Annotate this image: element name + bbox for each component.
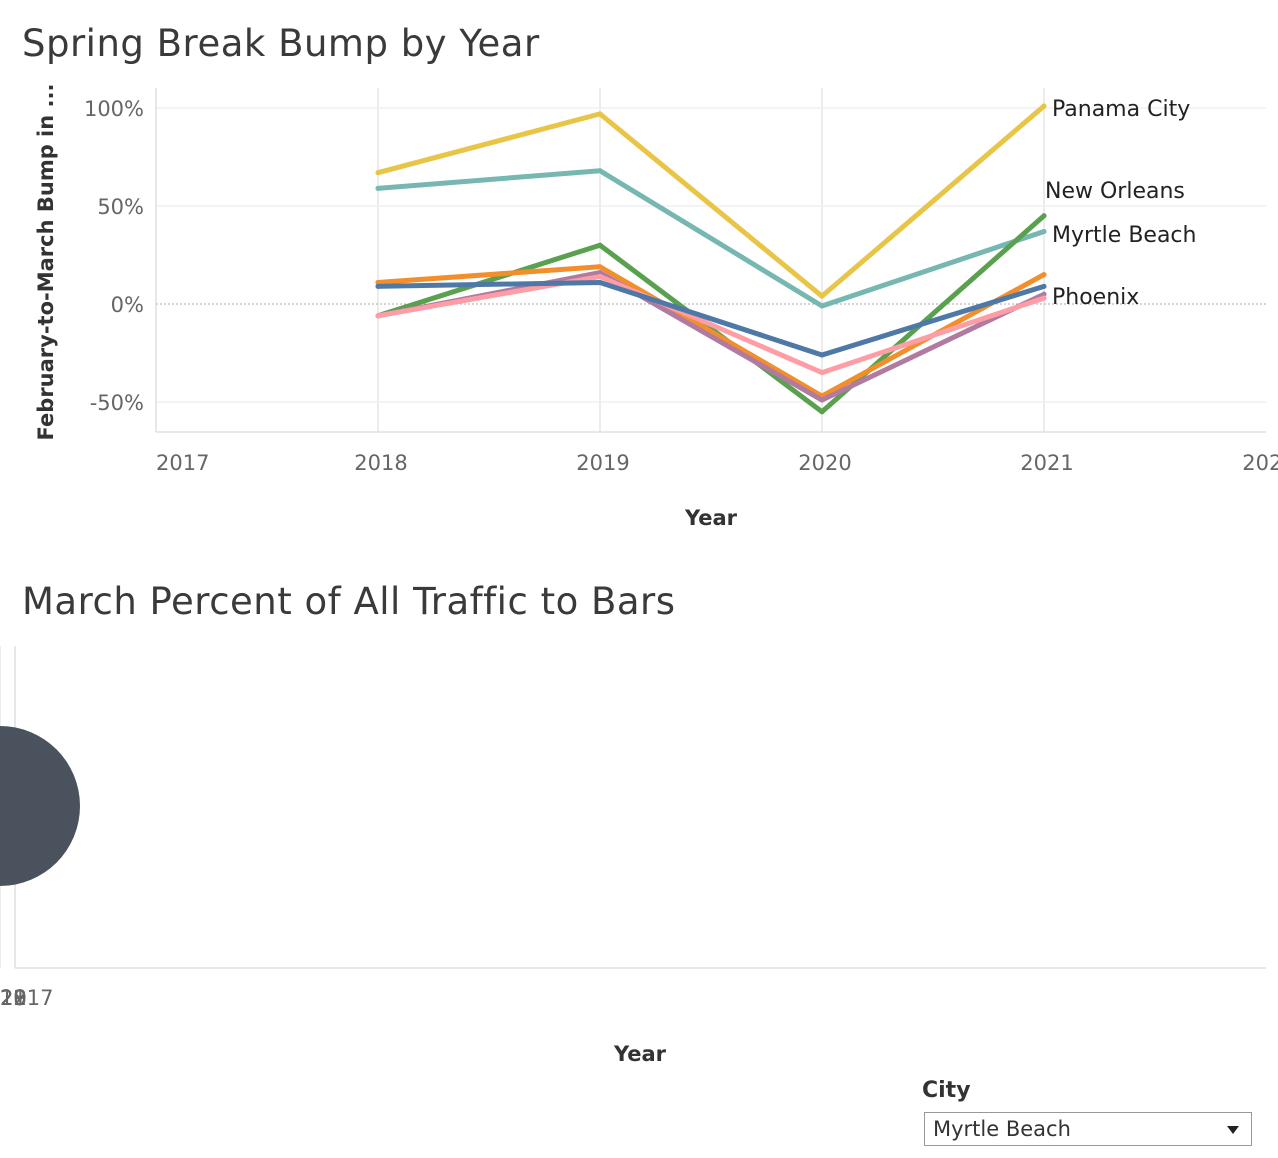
line-series	[375, 213, 1047, 415]
line-point	[1041, 295, 1047, 301]
line-series	[375, 274, 1047, 376]
line-point	[819, 352, 825, 358]
line-end-label: Phoenix	[1052, 285, 1139, 310]
line-point	[819, 409, 825, 415]
line-point	[1041, 228, 1047, 234]
line-point	[597, 274, 603, 280]
line-point	[1041, 103, 1047, 109]
line-point	[375, 313, 381, 319]
line-point	[819, 303, 825, 309]
line-point	[819, 370, 825, 376]
line-point	[375, 283, 381, 289]
line-x-tick-label: 2020	[798, 451, 851, 475]
pie-x-tick-label: 2018	[0, 986, 27, 1010]
line-point	[597, 242, 603, 248]
line-point	[1041, 283, 1047, 289]
line-series	[375, 103, 1047, 299]
line-series	[375, 270, 1047, 403]
line-y-tick-label: 100%	[84, 97, 144, 121]
line-x-tick-label: 2019	[576, 451, 629, 475]
line-x-tick-label: 2021	[1020, 451, 1073, 475]
line-x-tick-label: 2017	[156, 451, 209, 475]
city-filter-dropdown[interactable]: Myrtle Beach	[924, 1112, 1252, 1146]
line-point	[597, 264, 603, 270]
line-point	[375, 185, 381, 191]
line-series	[375, 168, 1047, 309]
pie-x-tick-label: 2017	[0, 986, 53, 1010]
line-point	[597, 111, 603, 117]
line-y-tick-label: 0%	[111, 293, 144, 317]
line-point	[1041, 291, 1047, 297]
line-end-label: Myrtle Beach	[1052, 223, 1196, 248]
chevron-down-icon	[1227, 1126, 1239, 1134]
line-point	[375, 279, 381, 285]
line-point	[1041, 272, 1047, 278]
line-chart-title: Spring Break Bump by Year	[22, 22, 540, 65]
line-series	[375, 279, 1047, 358]
pie-x-axis-title: Year	[613, 1042, 667, 1066]
city-filter-label: City	[922, 1078, 971, 1103]
line-y-tick-label: 50%	[97, 195, 144, 219]
pie-chart-title: March Percent of All Traffic to Bars	[22, 580, 676, 623]
pie-x-tick-label: 2020	[0, 986, 27, 1010]
pie-slice-other	[0, 741, 65, 871]
city-filter-value: Myrtle Beach	[933, 1117, 1071, 1141]
line-y-axis-title: February-to-March Bump in ...	[34, 84, 58, 441]
pie-x-tick-label: 2022	[0, 986, 27, 1010]
line-point	[819, 293, 825, 299]
line-x-axis-title: Year	[684, 506, 738, 530]
line-point	[597, 279, 603, 285]
line-point	[375, 170, 381, 176]
line-end-label: New Orleans	[1045, 179, 1185, 204]
line-point	[597, 270, 603, 276]
line-y-tick-label: -50%	[90, 391, 144, 415]
line-x-tick-label: 2022	[1242, 451, 1278, 475]
line-end-label: Panama City	[1052, 97, 1190, 122]
line-point	[597, 168, 603, 174]
line-point	[819, 397, 825, 403]
pie-x-tick-label: 2019	[0, 986, 27, 1010]
pie-x-tick-label: 2021	[0, 986, 27, 1010]
line-x-tick-label: 2018	[354, 451, 407, 475]
line-point	[1041, 213, 1047, 219]
